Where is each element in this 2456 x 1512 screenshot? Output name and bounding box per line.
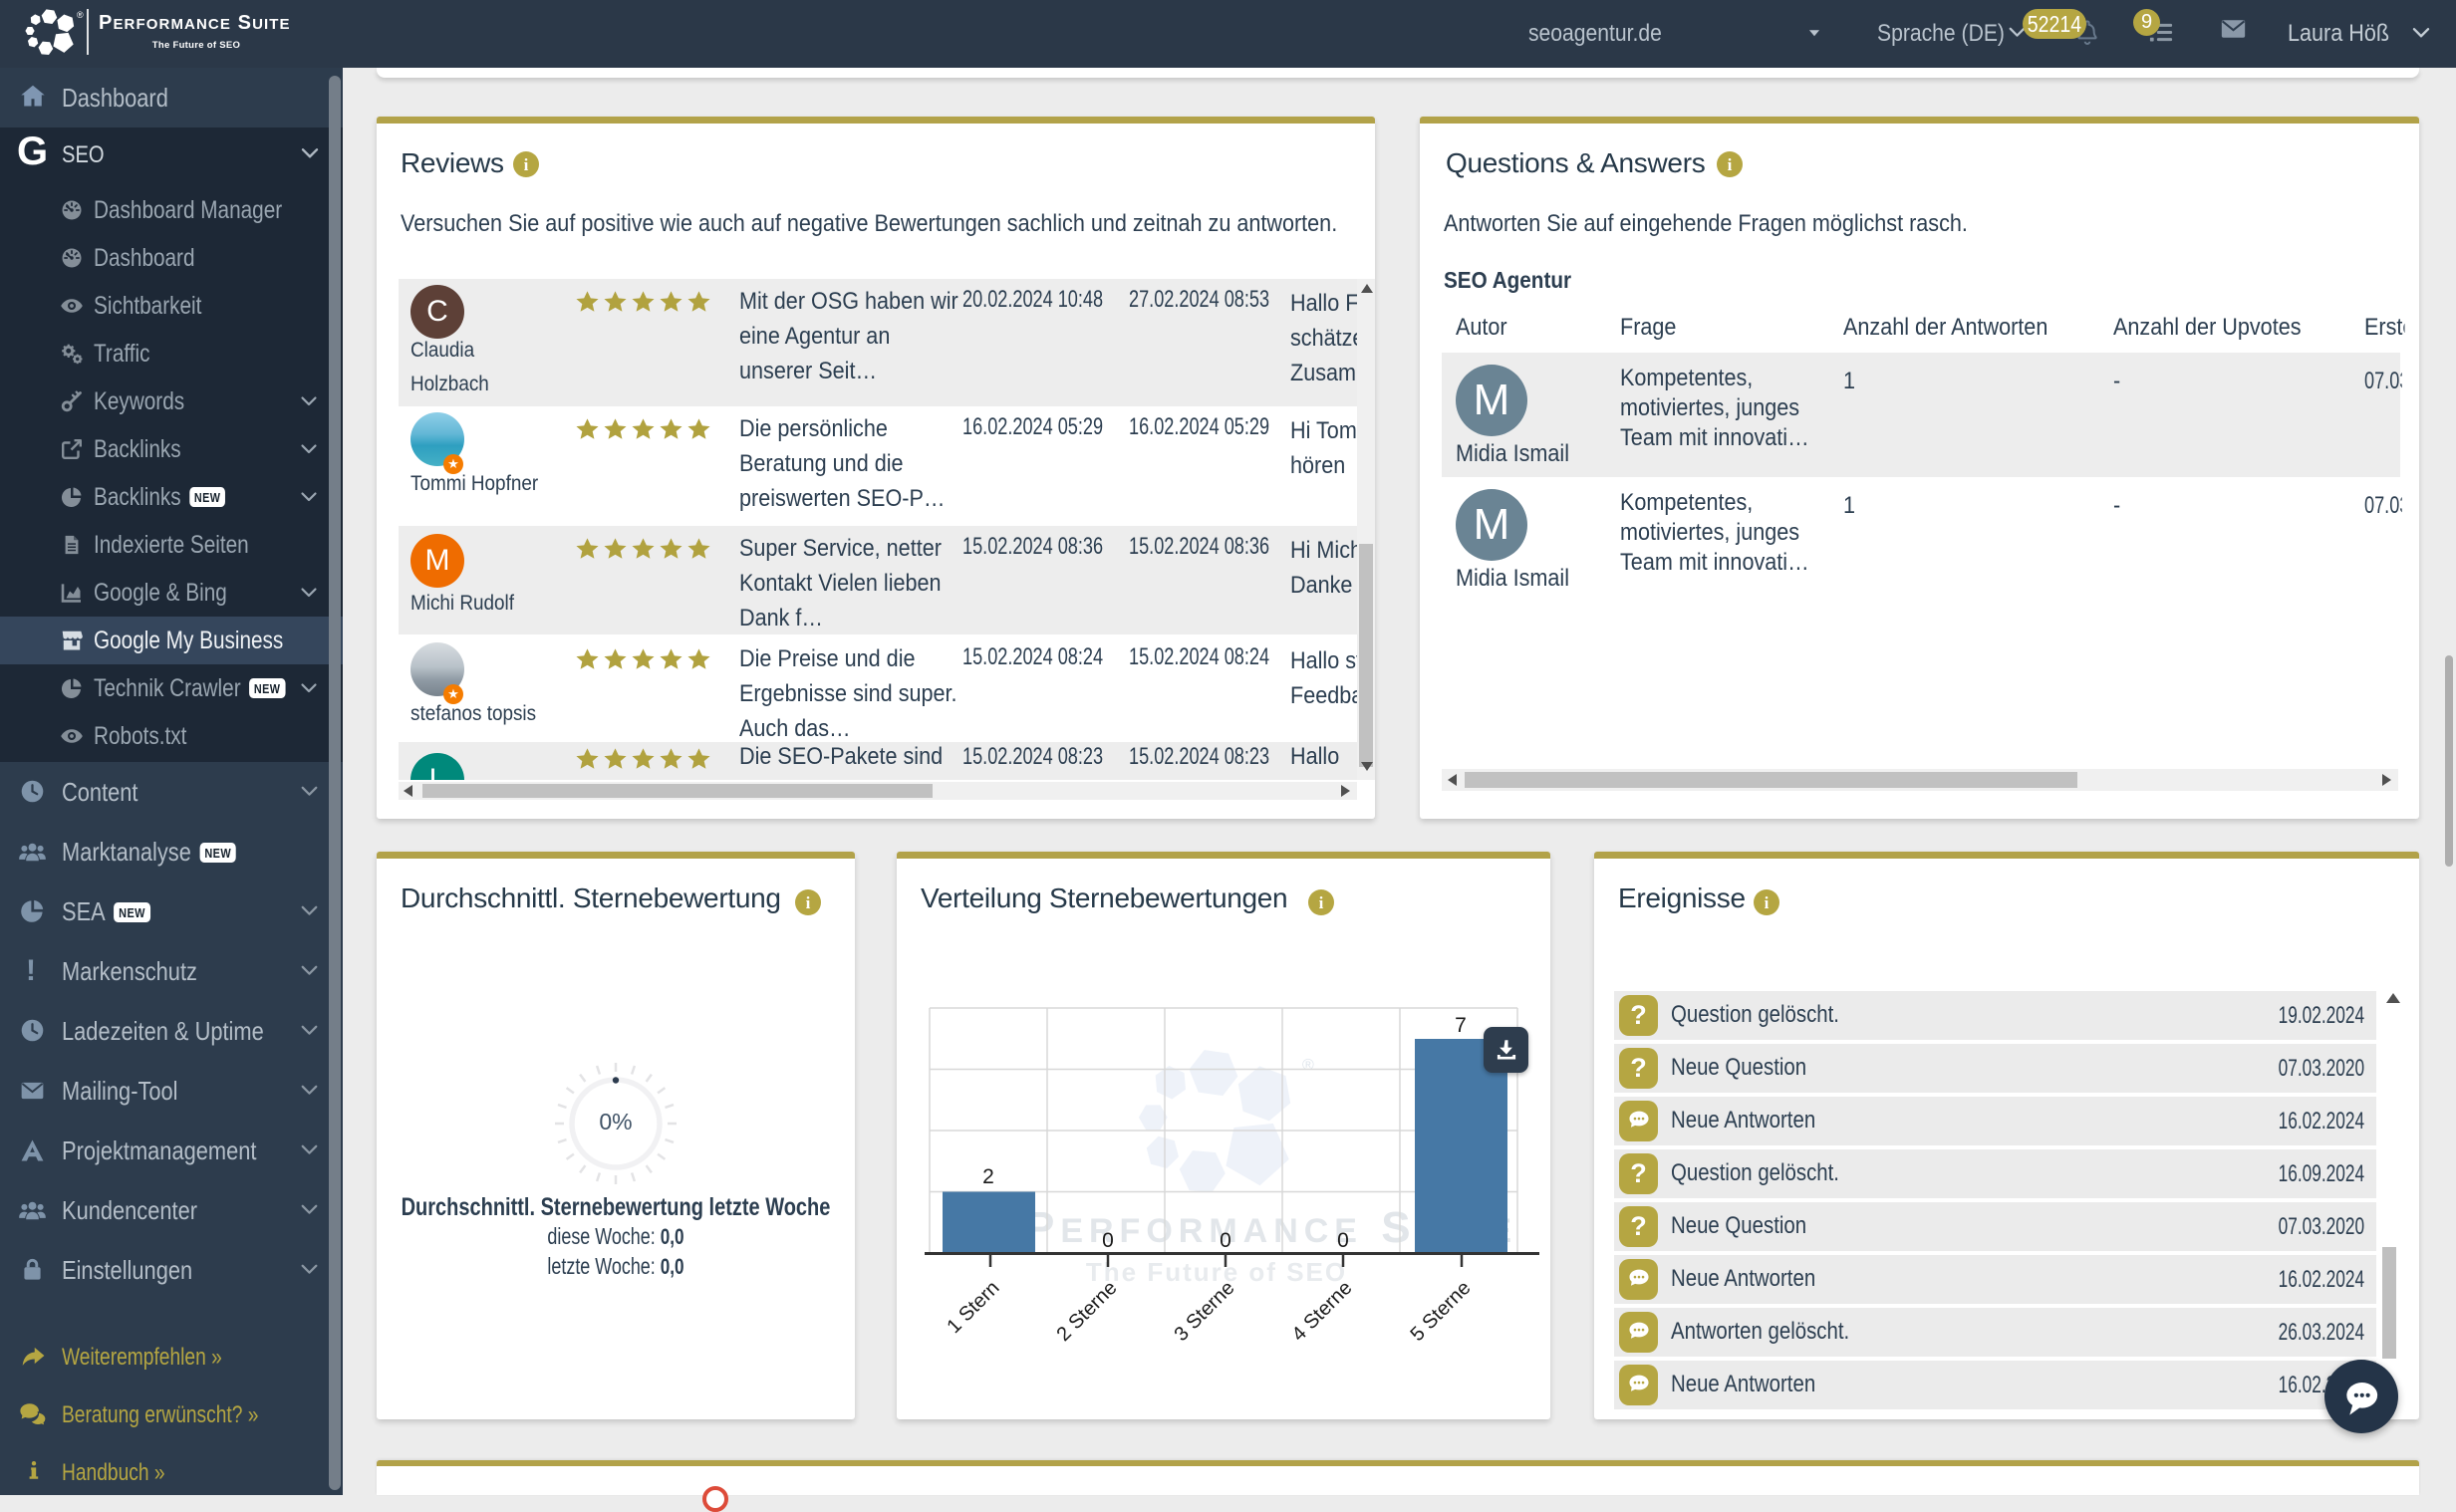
svg-text:0: 0 [1220,1229,1231,1252]
svg-text:2 Sterne: 2 Sterne [1053,1277,1122,1346]
svg-text:7: 7 [1455,1014,1467,1037]
svg-text:0: 0 [1337,1229,1349,1252]
svg-text:5 Sterne: 5 Sterne [1407,1277,1476,1346]
svg-text:0: 0 [1102,1229,1114,1252]
svg-text:3 Sterne: 3 Sterne [1171,1277,1239,1346]
svg-text:1 Stern: 1 Stern [943,1277,1003,1338]
svg-text:®: ® [1302,1057,1314,1074]
svg-text:4 Sterne: 4 Sterne [1288,1277,1357,1346]
svg-text:The Future of SEO: The Future of SEO [1086,1257,1347,1287]
svg-text:2: 2 [982,1165,994,1188]
